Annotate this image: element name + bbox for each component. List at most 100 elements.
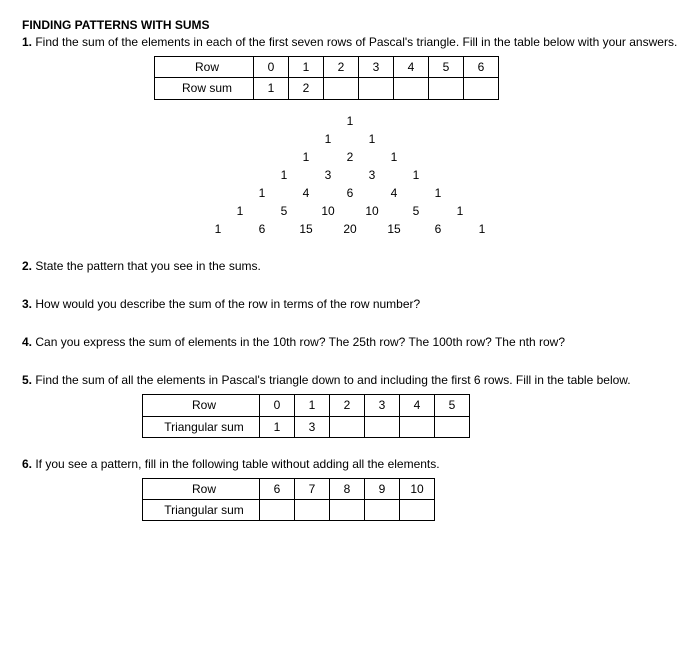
pascal-value: 6	[240, 222, 284, 236]
q1-number: 1.	[22, 35, 32, 49]
question-3: 3. How would you describe the sum of the…	[22, 296, 678, 312]
table-cell: 9	[365, 478, 400, 499]
question-2: 2. State the pattern that you see in the…	[22, 258, 678, 274]
q1-table: Row 0 1 2 3 4 5 6 Row sum 1 2	[154, 56, 499, 99]
table-cell: 1	[295, 395, 330, 416]
table-cell[interactable]	[295, 500, 330, 521]
table-cell[interactable]	[464, 78, 499, 99]
q3-text: How would you describe the sum of the ro…	[32, 297, 420, 311]
table-cell[interactable]	[429, 78, 464, 99]
table-cell: 3	[365, 395, 400, 416]
pascal-value: 6	[328, 186, 372, 200]
question-6: 6. If you see a pattern, fill in the fol…	[22, 456, 678, 522]
table-cell[interactable]	[394, 78, 429, 99]
q6-row-label: Row	[143, 478, 260, 499]
table-cell: 5	[429, 57, 464, 78]
q4-text: Can you express the sum of elements in t…	[32, 335, 565, 349]
table-cell: 6	[260, 478, 295, 499]
pascal-value: 4	[372, 186, 416, 200]
pascal-value: 10	[350, 204, 394, 218]
pascal-value: 3	[350, 168, 394, 182]
q1-sum-label: Row sum	[155, 78, 254, 99]
q6-number: 6.	[22, 457, 32, 471]
table-cell: 5	[435, 395, 470, 416]
pascal-value: 15	[284, 222, 328, 236]
q5-row-label: Row	[143, 395, 260, 416]
table-cell[interactable]	[435, 416, 470, 437]
table-cell[interactable]	[400, 500, 435, 521]
q6-sum-label: Triangular sum	[143, 500, 260, 521]
pascal-row: 1331	[190, 168, 510, 182]
pascal-value: 1	[350, 132, 394, 146]
pascal-value: 3	[306, 168, 350, 182]
table-cell[interactable]	[324, 78, 359, 99]
table-cell[interactable]	[359, 78, 394, 99]
table-cell: 0	[260, 395, 295, 416]
q1-row-label: Row	[155, 57, 254, 78]
table-cell: 6	[464, 57, 499, 78]
pascal-value: 1	[284, 150, 328, 164]
table-cell[interactable]: 1	[254, 78, 289, 99]
table-cell: 0	[254, 57, 289, 78]
pascal-value: 1	[394, 168, 438, 182]
pascal-value: 1	[438, 204, 482, 218]
pascal-row: 11	[190, 132, 510, 146]
pascal-row: 1615201561	[190, 222, 510, 236]
pascal-value: 1	[460, 222, 504, 236]
table-cell: 4	[394, 57, 429, 78]
table-cell[interactable]: 3	[295, 416, 330, 437]
worksheet-heading: FINDING PATTERNS WITH SUMS	[22, 18, 678, 32]
table-cell: 2	[324, 57, 359, 78]
table-cell: 8	[330, 478, 365, 499]
table-cell[interactable]	[365, 416, 400, 437]
pascal-value: 1	[306, 132, 350, 146]
pascal-row: 15101051	[190, 204, 510, 218]
q2-text: State the pattern that you see in the su…	[32, 259, 261, 273]
q4-number: 4.	[22, 335, 32, 349]
pascal-value: 6	[416, 222, 460, 236]
table-cell: 1	[289, 57, 324, 78]
table-cell: 3	[359, 57, 394, 78]
pascal-value: 20	[328, 222, 372, 236]
table-cell: 2	[330, 395, 365, 416]
pascal-value: 1	[240, 186, 284, 200]
pascal-row: 1	[190, 114, 510, 128]
question-4: 4. Can you express the sum of elements i…	[22, 334, 678, 350]
q1-text: Find the sum of the elements in each of …	[32, 35, 677, 49]
q5-sum-label: Triangular sum	[143, 416, 260, 437]
pascal-row: 121	[190, 150, 510, 164]
pascal-value: 5	[394, 204, 438, 218]
q5-number: 5.	[22, 373, 32, 387]
table-cell: 7	[295, 478, 330, 499]
q2-number: 2.	[22, 259, 32, 273]
pascal-value: 1	[218, 204, 262, 218]
q5-text: Find the sum of all the elements in Pasc…	[32, 373, 631, 387]
pascal-value: 1	[416, 186, 460, 200]
q6-table: Row 6 7 8 9 10 Triangular sum	[142, 478, 435, 521]
pascal-value: 1	[262, 168, 306, 182]
pascal-value: 15	[372, 222, 416, 236]
table-cell[interactable]: 1	[260, 416, 295, 437]
table-cell[interactable]	[330, 500, 365, 521]
q5-table: Row 0 1 2 3 4 5 Triangular sum 1 3	[142, 394, 470, 437]
table-cell[interactable]: 2	[289, 78, 324, 99]
pascal-value: 2	[328, 150, 372, 164]
pascal-value: 1	[372, 150, 416, 164]
table-cell[interactable]	[365, 500, 400, 521]
table-cell[interactable]	[330, 416, 365, 437]
table-cell[interactable]	[400, 416, 435, 437]
pascal-value: 10	[306, 204, 350, 218]
pascal-value: 1	[328, 114, 372, 128]
pascal-value: 4	[284, 186, 328, 200]
pascal-value: 5	[262, 204, 306, 218]
q3-number: 3.	[22, 297, 32, 311]
question-5: 5. Find the sum of all the elements in P…	[22, 372, 678, 438]
question-1: 1. Find the sum of the elements in each …	[22, 34, 678, 100]
table-cell: 10	[400, 478, 435, 499]
q6-text: If you see a pattern, fill in the follow…	[32, 457, 440, 471]
pascal-value: 1	[196, 222, 240, 236]
table-cell: 4	[400, 395, 435, 416]
pascal-row: 14641	[190, 186, 510, 200]
pascals-triangle: 111121133114641151010511615201561	[190, 114, 510, 236]
table-cell[interactable]	[260, 500, 295, 521]
